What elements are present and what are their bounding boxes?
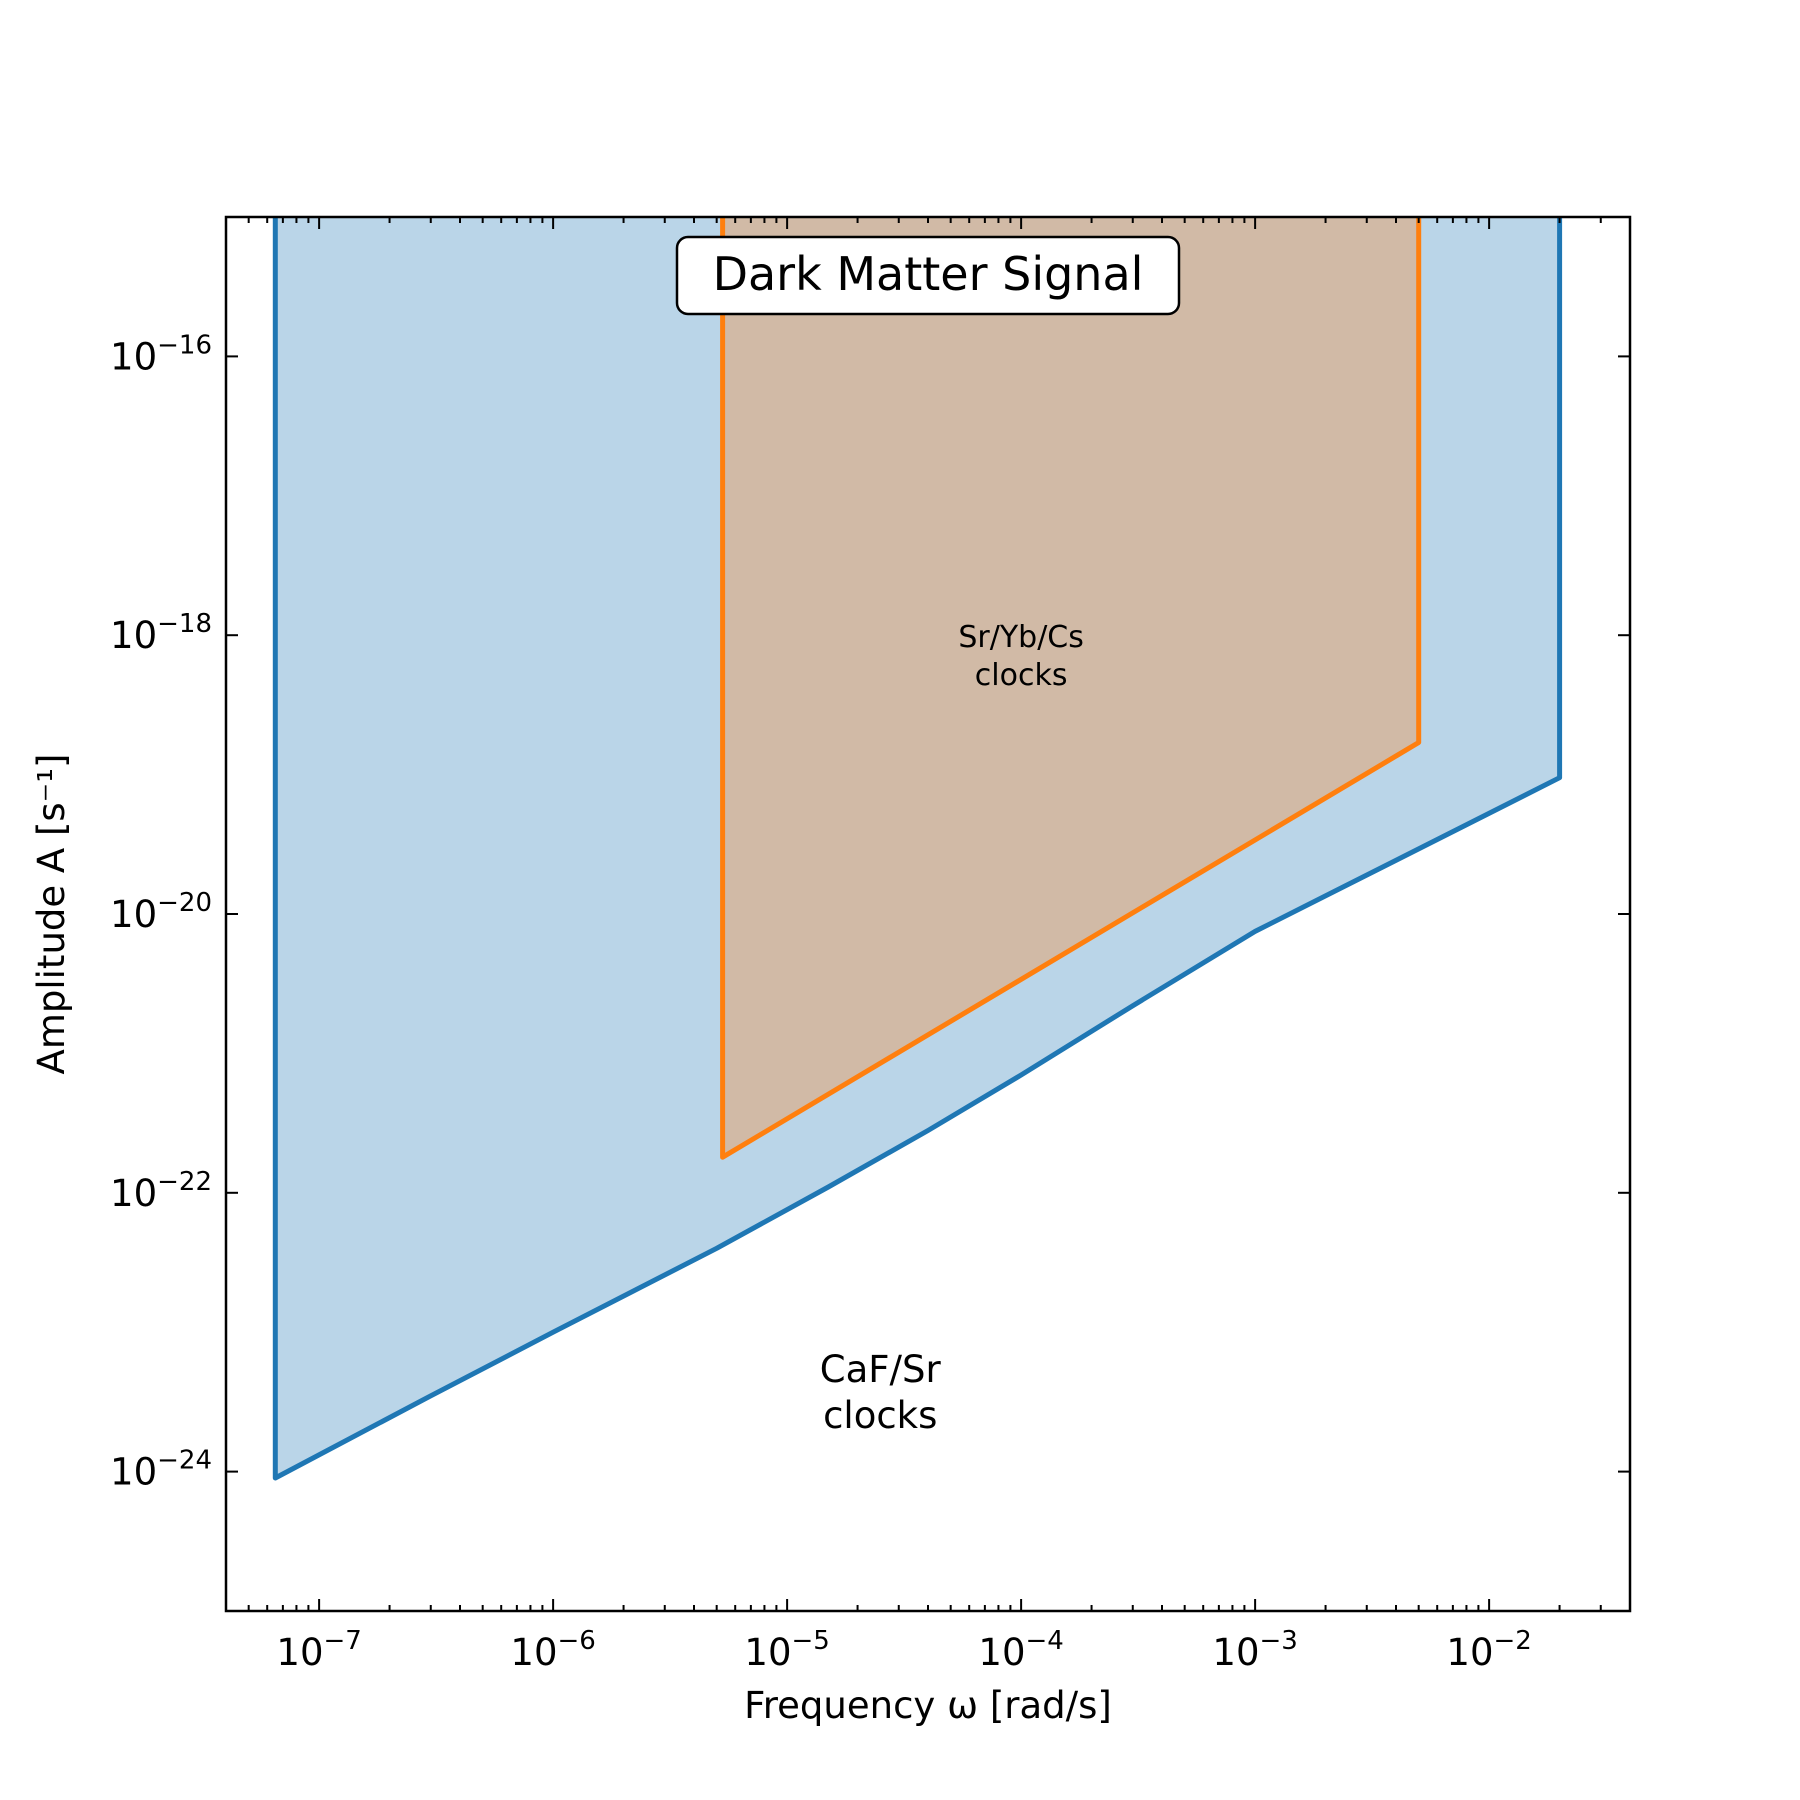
x-tick-label: 10−4 [978, 1626, 1063, 1674]
x-tick-label: 10−2 [1446, 1626, 1531, 1674]
y-tick-label: 10−20 [110, 888, 212, 936]
y-axis-label: Amplitude A [s⁻¹] [30, 754, 73, 1075]
annotation-box: Dark Matter Signal [675, 235, 1181, 316]
annotation-text: Dark Matter Signal [713, 247, 1144, 301]
series-line-0 [272, 217, 1563, 1481]
x-tick-label: 10−5 [744, 1626, 829, 1674]
y-tick-label: 10−16 [110, 330, 212, 378]
x-tick-label: 10−6 [510, 1626, 595, 1674]
y-tick-label: 10−18 [110, 609, 212, 657]
series-label-line: CaF/Sr [820, 1348, 942, 1391]
series-label-line: clocks [823, 1394, 937, 1437]
y-tick-label: 10−24 [110, 1446, 212, 1494]
x-axis-label: Frequency ω [rad/s] [744, 1684, 1112, 1727]
x-tick-label: 10−7 [276, 1626, 361, 1674]
series-label-1: Sr/Yb/Cs clocks [958, 620, 1084, 693]
y-tick-label: 10−22 [110, 1167, 212, 1215]
series-label-line: clocks [975, 658, 1068, 693]
series-label-0: CaF/Sr clocks [820, 1348, 942, 1437]
x-tick-label: 10−3 [1212, 1626, 1297, 1674]
series-fill-1 [722, 217, 1419, 1158]
annotation-frame [675, 235, 1181, 316]
series-label-line: Sr/Yb/Cs [958, 620, 1084, 655]
series-line-1 [720, 217, 1422, 1160]
